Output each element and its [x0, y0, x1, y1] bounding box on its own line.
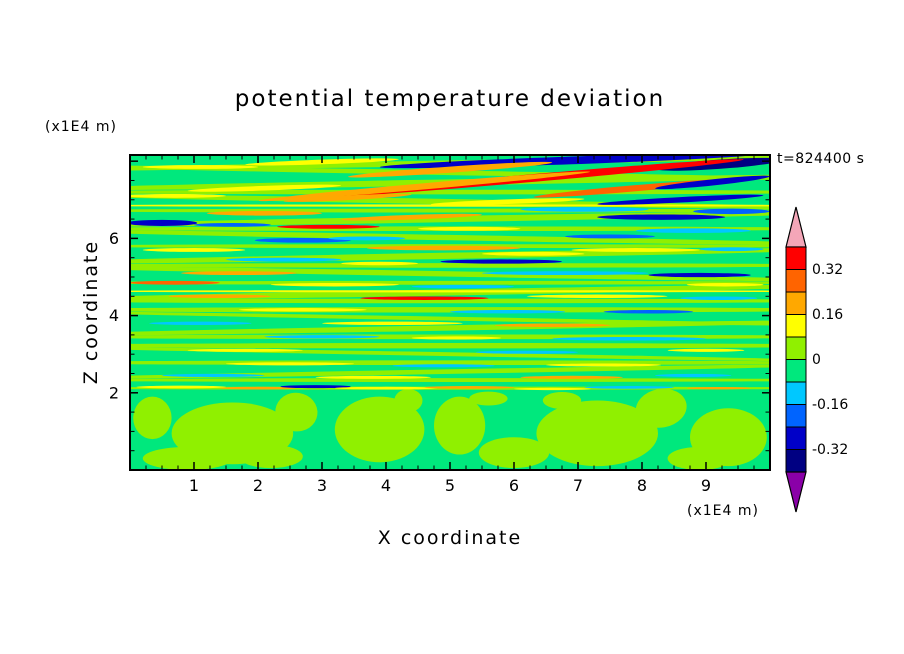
x-tick-label: 7 — [573, 476, 583, 495]
y-axis-unit-label: (x1E4 m) — [45, 119, 117, 135]
colorbar-label: 0 — [812, 352, 821, 368]
x-tick-label: 5 — [445, 476, 455, 495]
colorbar-segment — [785, 381, 807, 405]
x-tick-label: 1 — [189, 476, 199, 495]
colorbar-segment — [785, 336, 807, 360]
y-axis-title: Z coordinate — [80, 239, 102, 385]
colorbar-segment — [785, 314, 807, 338]
x-tick-label: 3 — [317, 476, 327, 495]
y-tick-label: 6 — [109, 229, 119, 248]
colorbar-label: -0.16 — [812, 397, 848, 413]
x-tick-label: 6 — [509, 476, 519, 495]
colorbar-segment — [785, 291, 807, 315]
colorbar-under-arrow — [785, 471, 807, 513]
x-tick-label: 9 — [701, 476, 711, 495]
colorbar-label: 0.32 — [812, 262, 843, 278]
colorbar: 0.32 0.16 0 -0.16 -0.32 — [785, 206, 848, 513]
x-tick-label: 4 — [381, 476, 391, 495]
y-tick-label: 4 — [109, 306, 119, 325]
colorbar-label: -0.32 — [812, 442, 848, 458]
time-stamp: t=824400 s — [777, 151, 865, 167]
x-tick-label: 2 — [253, 476, 263, 495]
colorbar-segment — [785, 449, 807, 473]
colorbar-segment — [785, 426, 807, 450]
x-axis-title: X coordinate — [377, 527, 523, 549]
axis-ticks — [130, 155, 770, 470]
x-tick-label: 8 — [637, 476, 647, 495]
colorbar-segment — [785, 404, 807, 428]
plot-title: potential temperature deviation — [234, 86, 666, 112]
y-tick-label: 2 — [109, 383, 119, 402]
colorbar-segment — [785, 359, 807, 383]
x-tick-labels: 1 2 3 4 5 6 7 8 9 — [189, 476, 711, 495]
x-axis-unit-label: (x1E4 m) — [687, 503, 759, 519]
colorbar-over-arrow — [785, 206, 807, 248]
colorbar-segment — [785, 246, 807, 270]
colorbar-segment — [785, 269, 807, 293]
contour-field — [130, 155, 770, 470]
colorbar-label: 0.16 — [812, 307, 843, 323]
y-tick-labels: 2 4 6 — [109, 229, 119, 402]
